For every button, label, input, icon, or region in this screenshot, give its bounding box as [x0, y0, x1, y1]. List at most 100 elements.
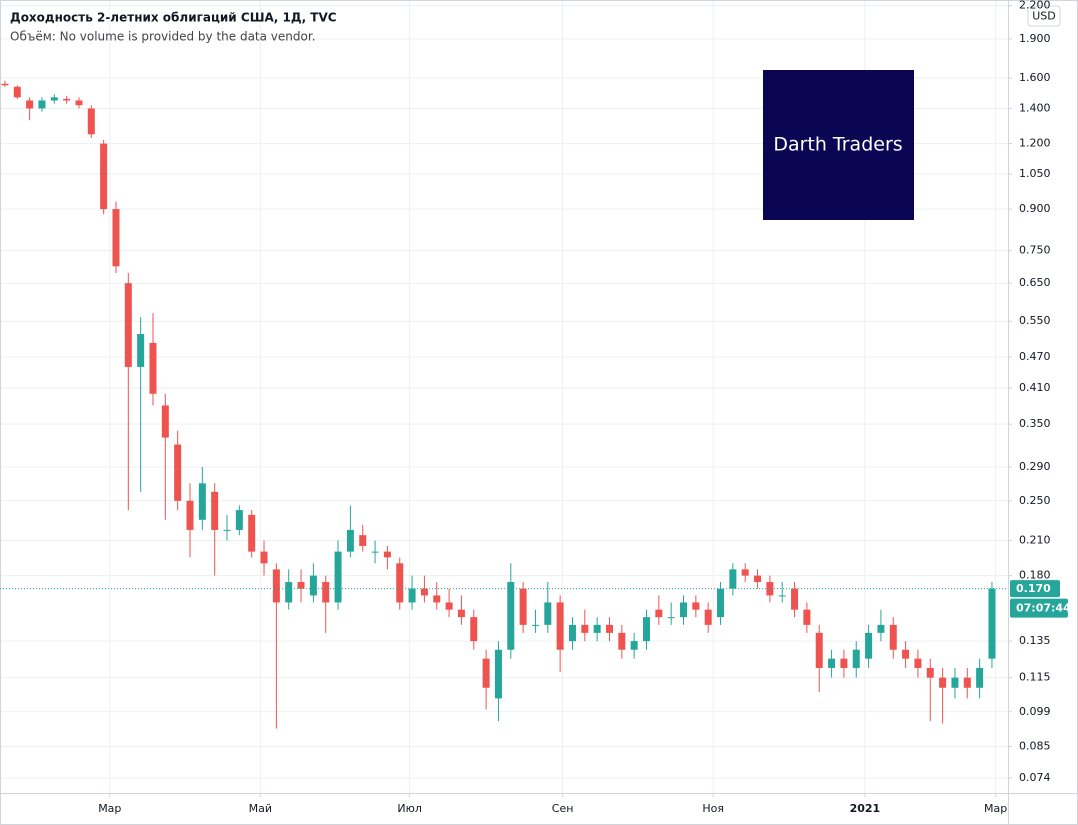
- candle-body: [976, 667, 984, 688]
- candle-body: [754, 575, 762, 583]
- candle-body: [791, 588, 799, 610]
- x-tick-label: Июл: [397, 802, 422, 815]
- candle-body: [186, 500, 194, 530]
- x-tick-label: Мар: [984, 802, 1007, 815]
- candle-body: [420, 588, 428, 596]
- candle-body: [38, 100, 46, 109]
- candle-body: [717, 588, 725, 618]
- candle-body: [889, 624, 897, 650]
- candle-body: [248, 514, 256, 552]
- candle-body: [778, 595, 786, 597]
- candle-body: [26, 100, 34, 109]
- y-tick-label: 0.410: [1019, 381, 1051, 394]
- candle-body: [581, 624, 589, 633]
- candle-body: [852, 649, 860, 668]
- y-tick-label: 0.085: [1019, 739, 1051, 752]
- y-tick-label: 2.200: [1019, 0, 1051, 12]
- candle-body: [692, 602, 700, 610]
- candle-body: [803, 609, 811, 625]
- y-tick-label: 1.400: [1019, 101, 1051, 114]
- y-tick-label: 0.210: [1019, 534, 1051, 547]
- y-tick-label: 1.200: [1019, 137, 1051, 150]
- candle-body: [618, 632, 626, 650]
- candle-body: [211, 491, 219, 530]
- candle-body: [766, 582, 774, 596]
- candle-body: [680, 602, 688, 618]
- candle-body: [828, 658, 836, 668]
- candle-body: [13, 86, 21, 98]
- last-price-box: [1010, 580, 1060, 598]
- x-tick-label: Сен: [552, 802, 574, 815]
- candle-body: [593, 624, 601, 633]
- candle-body: [309, 575, 317, 596]
- last-price-label: 0.170: [1016, 582, 1051, 595]
- y-tick-label: 0.180: [1019, 569, 1051, 582]
- y-tick-label: 0.350: [1019, 417, 1051, 430]
- y-tick-label: 0.470: [1019, 350, 1051, 363]
- candle-body: [815, 632, 823, 668]
- candle-body: [568, 624, 576, 642]
- candle-body: [100, 143, 108, 210]
- y-tick-label: 0.290: [1019, 460, 1051, 473]
- watermark: Darth Traders: [773, 134, 902, 156]
- candle-body: [87, 108, 95, 135]
- candle-body: [939, 677, 947, 688]
- candle-body: [643, 617, 651, 642]
- candle-body: [75, 100, 83, 106]
- candle-body: [285, 582, 293, 603]
- candle-body: [63, 98, 71, 101]
- candle-body: [840, 658, 848, 668]
- candle-body: [297, 582, 305, 589]
- candle-body: [507, 582, 515, 650]
- candle-body: [445, 602, 453, 610]
- y-tick-label: 0.650: [1019, 276, 1051, 289]
- y-tick-label: 1.050: [1019, 167, 1051, 180]
- candle-body: [408, 588, 416, 603]
- y-tick-label: 0.250: [1019, 494, 1051, 507]
- countdown: 07:07:44: [1016, 602, 1071, 615]
- y-tick-label: 0.135: [1019, 634, 1051, 647]
- y-tick-label: 0.099: [1019, 705, 1051, 718]
- y-tick-label: 0.074: [1019, 771, 1051, 784]
- candle-body: [457, 609, 465, 618]
- candle-body: [630, 641, 638, 650]
- candle-body: [124, 283, 132, 367]
- x-tick-label: Мар: [98, 802, 121, 815]
- candle-body: [963, 677, 971, 688]
- candle-body: [112, 209, 120, 267]
- candle-body: [482, 658, 490, 688]
- candle-body: [704, 609, 712, 625]
- candle-body: [667, 617, 675, 619]
- candle-body: [174, 444, 182, 501]
- currency[interactable]: USD: [1032, 10, 1056, 23]
- candle-body: [741, 569, 749, 576]
- y-tick-label: 0.750: [1019, 244, 1051, 257]
- candle-body: [865, 632, 873, 659]
- candle-body: [729, 569, 737, 589]
- candle-body: [926, 667, 934, 678]
- candle-body: [519, 588, 527, 625]
- candle-body: [359, 535, 367, 546]
- candle-body: [198, 483, 206, 520]
- candle-body: [260, 551, 268, 564]
- candle-body: [951, 677, 959, 688]
- candle-body: [161, 405, 169, 438]
- candle-body: [556, 602, 564, 650]
- y-tick-label: 0.900: [1019, 202, 1051, 215]
- currency-box[interactable]: [1027, 5, 1061, 27]
- candle-body: [914, 658, 922, 668]
- candle-body: [433, 595, 441, 603]
- countdown-box: [1010, 598, 1068, 618]
- candle-body: [655, 609, 663, 618]
- y-tick-label: 1.900: [1019, 32, 1051, 45]
- candle-body: [531, 624, 539, 626]
- candle-body: [223, 529, 231, 531]
- candle-body: [272, 569, 280, 603]
- candle-body: [988, 588, 996, 659]
- candle-body: [137, 334, 145, 367]
- chart-subtitle: Объём: No volume is provided by the data…: [10, 30, 316, 44]
- y-tick-label: 0.115: [1019, 671, 1051, 684]
- candle-body: [149, 342, 157, 394]
